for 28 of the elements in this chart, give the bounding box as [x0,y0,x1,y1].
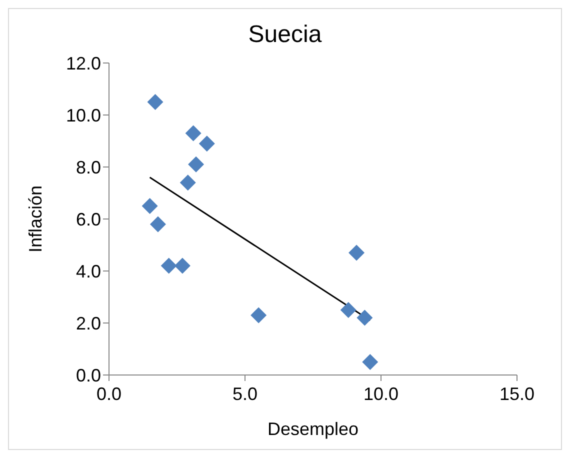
point [147,94,164,110]
point [250,307,267,324]
point [160,258,177,274]
y-tick-label: 6.0 [76,209,101,230]
x-tick-label: 5.0 [232,384,258,404]
y-axis-title: Inflación [25,185,46,253]
point [185,125,202,142]
x-axis-title: Desempleo [267,419,359,439]
y-tick-label: 12.0 [66,53,101,74]
y-tick-label: 0.0 [76,365,101,386]
point [362,354,378,370]
chart-title: Suecia [247,21,323,49]
point [174,258,190,274]
x-tick-label: 10.0 [363,384,399,404]
point [142,198,158,214]
y-tick-label: 2.0 [76,313,101,334]
point [150,216,166,232]
point [348,244,365,261]
y-tick-label: 10.0 [66,105,101,126]
x-tick-label: 15.0 [499,384,535,404]
point [356,310,373,326]
point [198,136,215,152]
y-tick-label: 4.0 [76,261,101,282]
x-tick-label: 0.0 [96,384,122,404]
point [340,302,356,318]
point [180,174,196,191]
y-tick-label: 8.0 [76,157,101,178]
point [188,156,204,172]
